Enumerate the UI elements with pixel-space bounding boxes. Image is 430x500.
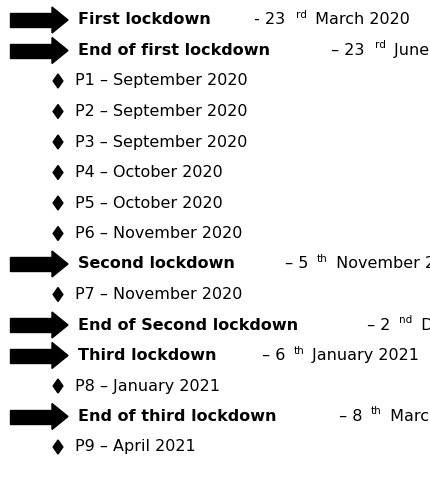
Text: P2 – September 2020: P2 – September 2020 xyxy=(75,104,248,119)
Text: First lockdown: First lockdown xyxy=(78,12,211,28)
Text: P5 – October 2020: P5 – October 2020 xyxy=(75,196,223,210)
Polygon shape xyxy=(53,166,63,179)
Polygon shape xyxy=(10,410,52,424)
Polygon shape xyxy=(52,251,68,277)
Text: End of first lockdown: End of first lockdown xyxy=(78,43,270,58)
Text: P7 – November 2020: P7 – November 2020 xyxy=(75,287,243,302)
Text: P9 – April 2021: P9 – April 2021 xyxy=(75,440,196,454)
Polygon shape xyxy=(52,312,68,338)
Text: – 8: – 8 xyxy=(334,409,362,424)
Polygon shape xyxy=(52,342,68,368)
Text: P6 – November 2020: P6 – November 2020 xyxy=(75,226,243,241)
Text: End of third lockdown: End of third lockdown xyxy=(78,409,276,424)
Text: rd: rd xyxy=(296,10,307,20)
Text: – 5: – 5 xyxy=(280,256,309,272)
Text: Third lockdown: Third lockdown xyxy=(78,348,216,363)
Text: December 2020: December 2020 xyxy=(416,318,430,332)
Polygon shape xyxy=(53,196,63,210)
Polygon shape xyxy=(53,74,63,88)
Polygon shape xyxy=(53,379,63,393)
Text: P4 – October 2020: P4 – October 2020 xyxy=(75,165,223,180)
Text: – 23: – 23 xyxy=(326,43,364,58)
Text: th: th xyxy=(371,406,382,416)
Text: January 2021: January 2021 xyxy=(307,348,419,363)
Text: P3 – September 2020: P3 – September 2020 xyxy=(75,134,247,150)
Text: End of Second lockdown: End of Second lockdown xyxy=(78,318,298,332)
Polygon shape xyxy=(52,7,68,33)
Polygon shape xyxy=(10,318,52,332)
Polygon shape xyxy=(10,257,52,271)
Polygon shape xyxy=(53,104,63,118)
Text: rd: rd xyxy=(375,40,386,50)
Text: – 6: – 6 xyxy=(257,348,285,363)
Text: November 2020: November 2020 xyxy=(331,256,430,272)
Text: - 23: - 23 xyxy=(249,12,286,28)
Polygon shape xyxy=(10,348,52,362)
Text: P8 – January 2021: P8 – January 2021 xyxy=(75,378,220,394)
Polygon shape xyxy=(53,288,63,302)
Polygon shape xyxy=(10,44,52,58)
Text: – 2: – 2 xyxy=(362,318,390,332)
Text: th: th xyxy=(293,346,304,356)
Text: th: th xyxy=(317,254,328,264)
Polygon shape xyxy=(10,13,52,27)
Polygon shape xyxy=(53,440,63,454)
Text: Second lockdown: Second lockdown xyxy=(78,256,235,272)
Polygon shape xyxy=(53,135,63,149)
Polygon shape xyxy=(53,226,63,240)
Text: nd: nd xyxy=(399,315,412,325)
Text: March 2021: March 2021 xyxy=(385,409,430,424)
Text: March 2020: March 2020 xyxy=(310,12,410,28)
Text: P1 – September 2020: P1 – September 2020 xyxy=(75,74,248,88)
Text: June 2020: June 2020 xyxy=(389,43,430,58)
Polygon shape xyxy=(52,404,68,429)
Polygon shape xyxy=(52,38,68,64)
